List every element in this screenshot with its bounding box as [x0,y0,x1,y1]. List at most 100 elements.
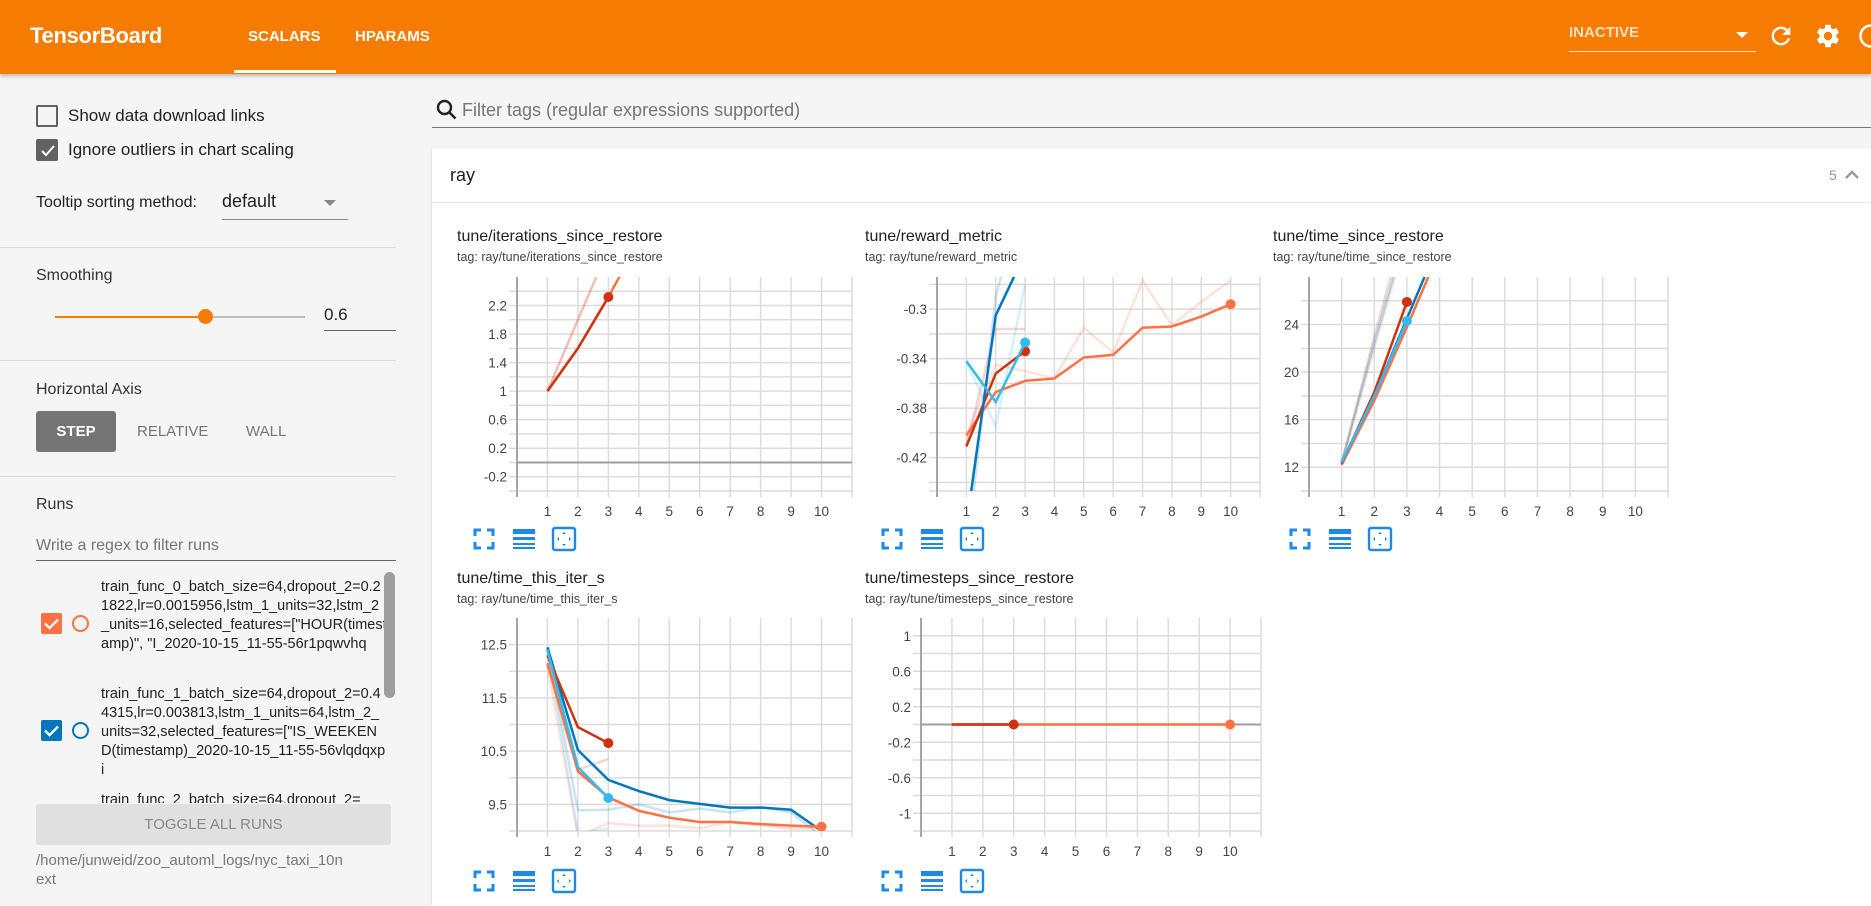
search-icon [436,99,457,120]
x-tick-label: 6 [696,844,704,859]
chart-title: tune/time_since_restore [1273,228,1444,245]
divider [0,360,396,361]
x-tick-label: 5 [1468,504,1476,519]
smoothed-series-line [546,662,822,828]
series-end-point [1401,315,1412,326]
x-tick-label: 4 [1041,844,1049,859]
runs-scrollbar[interactable] [384,572,395,698]
chevron-up-icon[interactable] [1843,166,1861,184]
run-0-color-radio[interactable] [72,615,89,632]
raw-series-line [965,284,1027,431]
run-1-checkbox[interactable] [41,720,62,741]
runs-filter-input[interactable] [36,531,396,561]
fullscreen-icon[interactable] [879,526,905,552]
y-tick-label: 12 [1284,460,1299,475]
y-tick-label: 1 [903,629,911,644]
tag-filter[interactable] [432,94,1871,128]
line-chart: 2.2 1.8 1.4 1 0.6 0.2 -0.2 1 2 3 4 5 6 7 8 9 10 [484,277,853,519]
run-status-dropdown[interactable]: INACTIVE [1569,24,1756,52]
x-tick-label: 3 [605,844,613,859]
y-tick-label: 1.8 [488,327,507,342]
series-end-point [1020,337,1031,348]
series-end-point [603,738,614,749]
y-tick-label: 16 [1284,413,1299,428]
x-tick-label: 8 [757,844,765,859]
chart-title: tune/iterations_since_restore [457,228,663,245]
axis-step-button[interactable]: STEP [36,411,116,452]
raw-series-line [965,278,1232,436]
smoothing-slider-thumb[interactable] [198,309,213,324]
series-group [546,277,621,392]
chart-toolbar [471,526,577,552]
smoothed-series-line [965,342,1027,405]
settings-icon[interactable] [1814,22,1842,50]
fit-domain-icon[interactable] [1367,526,1393,552]
x-tick-label: 10 [814,844,829,859]
x-tick-label: 5 [666,844,674,859]
series-end-point [1225,299,1236,310]
fullscreen-icon[interactable] [1287,526,1313,552]
fullscreen-icon[interactable] [471,526,497,552]
show-download-links-checkbox[interactable] [36,105,58,127]
y-tick-label: 12.5 [481,638,507,653]
series-end-point [816,821,827,831]
x-tick-label: 7 [1139,504,1147,519]
chart-toolbar [471,868,577,894]
x-tick-label: 2 [979,844,987,859]
active-tab-indicator [234,70,336,73]
toggle-all-runs-button[interactable]: TOGGLE ALL RUNS [36,804,391,845]
tab-hparams[interactable]: HPARAMS [355,28,430,45]
smoothing-slider-fill [55,316,205,318]
fit-domain-icon[interactable] [959,868,985,894]
y-tick-label: 2.2 [488,299,507,314]
chart-tag: tag: ray/tune/time_since_restore [1273,250,1452,264]
toggle-log-scale-icon[interactable] [919,526,945,552]
run-1-color-radio[interactable] [72,722,89,739]
smoothed-series-line [1340,277,1430,466]
axis-wall-button[interactable]: WALL [246,423,287,440]
series-end-point [603,792,614,803]
check-icon [41,145,55,157]
x-tick-label: 3 [1021,504,1029,519]
refresh-icon[interactable] [1767,22,1795,50]
fullscreen-icon[interactable] [471,868,497,894]
smoothed-series-line [969,277,1016,491]
smoothed-series-line [1340,320,1409,464]
smoothing-slider[interactable] [55,309,305,324]
scalar-chart-card: tune/timesteps_since_restore tag: ray/tu… [865,570,1273,894]
smoothed-series-line [965,350,1026,447]
tooltip-sorting-dropdown[interactable]: default [222,190,348,220]
tag-filter-input[interactable] [462,96,1842,124]
fit-domain-icon[interactable] [551,526,577,552]
x-tick-label: 1 [1338,504,1346,519]
fit-domain-icon[interactable] [551,868,577,894]
y-tick-label: 0.2 [892,700,911,715]
y-tick-label: 1 [499,384,507,399]
ignore-outliers-checkbox[interactable] [36,139,58,161]
tab-scalars[interactable]: SCALARS [248,28,321,45]
fit-domain-icon[interactable] [959,526,985,552]
x-tick-label: 9 [1599,504,1607,519]
help-icon[interactable] [1857,22,1871,50]
series-end-point [1225,719,1236,730]
toggle-log-scale-icon[interactable] [511,526,537,552]
tag-group-header[interactable]: ray 5 [432,148,1871,203]
run-0-checkbox[interactable] [41,613,62,634]
smoothed-series-line [546,649,610,799]
y-tick-label: -0.2 [888,735,911,750]
smoothing-value-input[interactable]: 0.6 [324,305,396,331]
series-end-point [603,291,614,302]
series-group [1340,277,1430,466]
axis-relative-button[interactable]: RELATIVE [137,423,209,440]
toggle-log-scale-icon[interactable] [1327,526,1353,552]
y-tick-label: -0.2 [484,470,507,485]
fullscreen-icon[interactable] [879,868,905,894]
toggle-log-scale-icon[interactable] [919,868,945,894]
chart-title: tune/time_this_iter_s [457,570,605,587]
toggle-log-scale-icon[interactable] [511,868,537,894]
chart-title: tune/timesteps_since_restore [865,570,1074,587]
x-tick-label: 2 [574,504,582,519]
y-tick-label: 0.6 [488,413,507,428]
check-icon [44,725,59,737]
check-icon [44,618,59,630]
